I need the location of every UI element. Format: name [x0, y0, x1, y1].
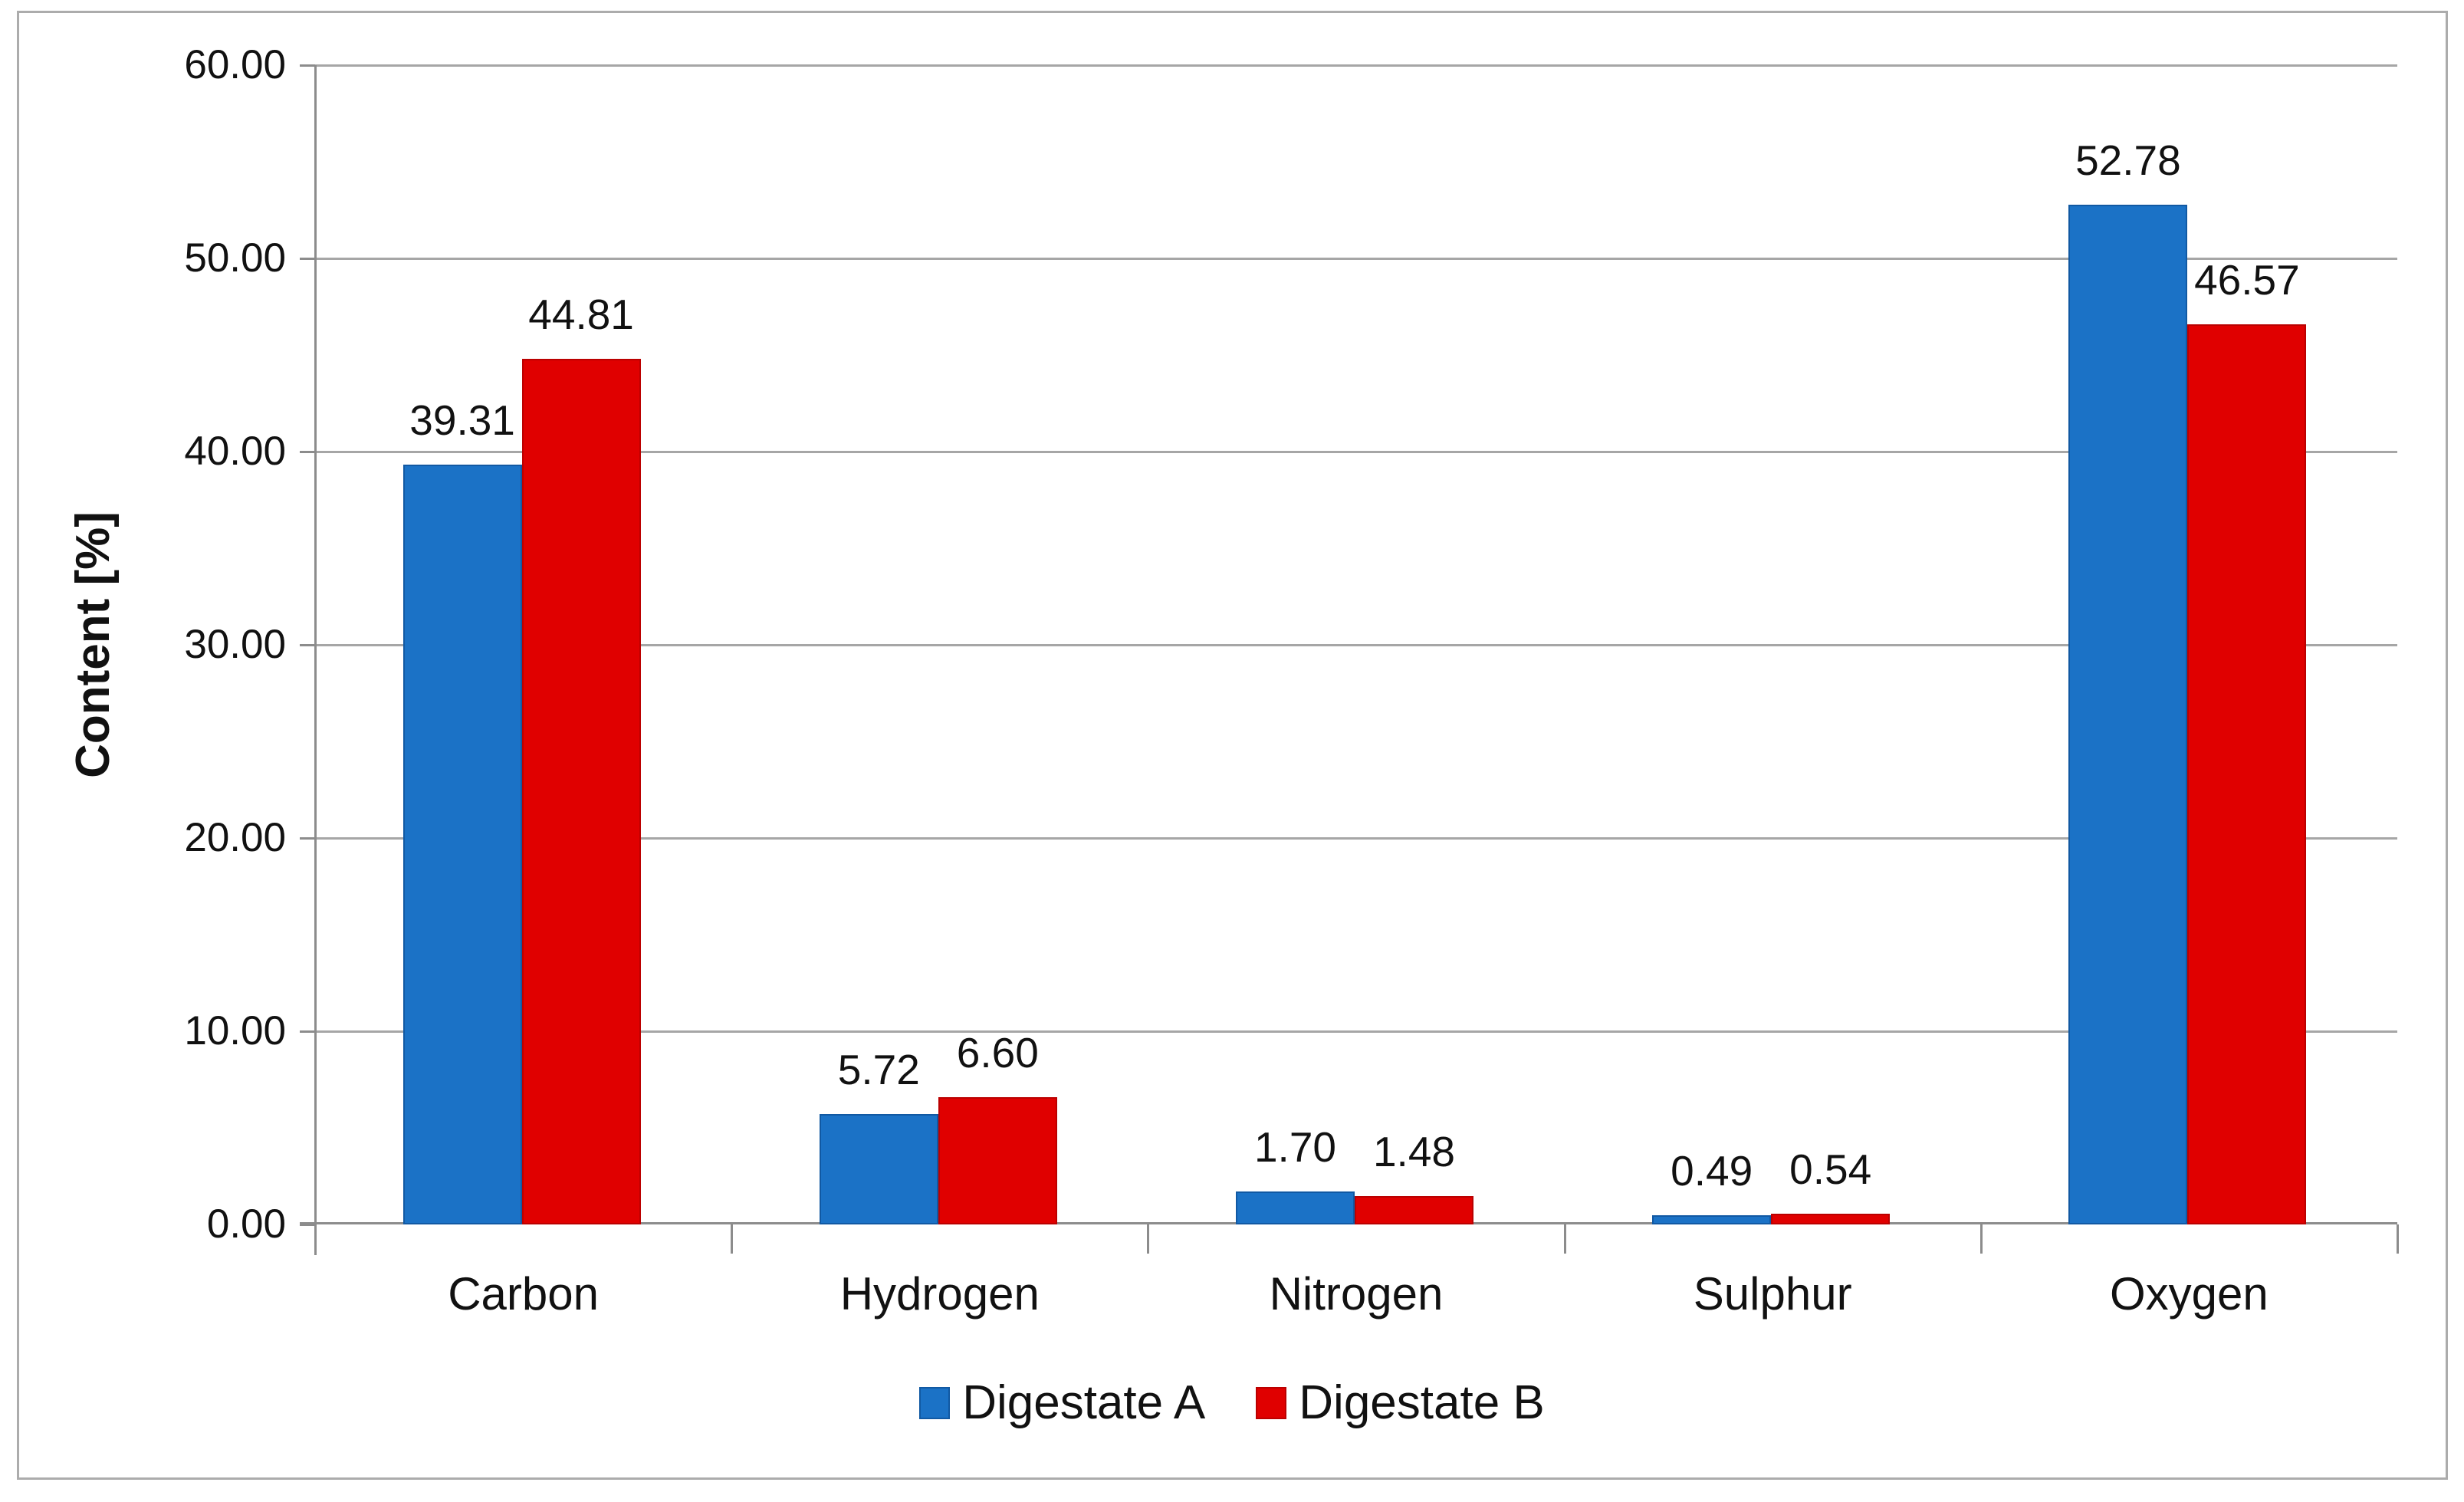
value-label-nitrogen: 1.48 [1372, 1127, 1456, 1175]
value-label-oxygen: 52.78 [2075, 136, 2181, 184]
y-tick-label: 50.00 [184, 235, 286, 281]
category-label-sulphur: Sulphur [1693, 1268, 1852, 1320]
bar-digestate-b-carbon [521, 358, 641, 1224]
y-axis-tick [300, 1224, 315, 1226]
y-axis-tick [300, 258, 315, 260]
category-label-hydrogen: Hydrogen [839, 1268, 1040, 1320]
gridline [315, 1030, 2397, 1033]
value-label-nitrogen: 1.70 [1253, 1123, 1337, 1172]
x-axis-tick [2397, 1224, 2399, 1254]
legend-swatch-digestate-a [919, 1387, 951, 1419]
y-tick-label: 30.00 [184, 622, 286, 667]
x-axis-tick [314, 1224, 317, 1254]
x-axis-tick [1147, 1224, 1150, 1254]
bar-digestate-a-sulphur [1652, 1214, 1772, 1224]
category-label-carbon: Carbon [448, 1268, 599, 1320]
y-axis-tick [300, 1030, 315, 1033]
value-label-sulphur: 0.49 [1671, 1146, 1753, 1195]
legend-swatch-digestate-b [1256, 1387, 1287, 1419]
y-tick-label: 20.00 [184, 815, 286, 860]
y-tick-label: 10.00 [184, 1008, 286, 1053]
value-label-sulphur: 0.54 [1789, 1145, 1872, 1194]
y-axis-tick [300, 837, 315, 840]
bar-digestate-a-nitrogen [1236, 1191, 1355, 1224]
legend-item-digestate-a: Digestate A [919, 1376, 1205, 1430]
gridline [315, 451, 2397, 453]
gridline [315, 644, 2397, 646]
legend: Digestate A Digestate B [0, 1376, 2464, 1430]
y-axis-tick [300, 451, 315, 453]
bar-digestate-b-sulphur [1771, 1214, 1891, 1224]
legend-label-digestate-b: Digestate B [1299, 1376, 1545, 1429]
legend-item-digestate-b: Digestate B [1256, 1376, 1545, 1430]
x-axis-tick [1979, 1224, 1983, 1254]
gridline [315, 258, 2397, 260]
bar-digestate-b-nitrogen [1355, 1195, 1473, 1224]
bar-digestate-b-oxygen [2187, 324, 2307, 1224]
value-label-hydrogen: 6.60 [956, 1028, 1039, 1076]
bar-digestate-b-hydrogen [938, 1096, 1057, 1224]
y-axis-tick [300, 64, 315, 67]
legend-label-digestate-a: Digestate A [962, 1376, 1206, 1429]
x-axis-tick [1563, 1224, 1566, 1254]
bar-digestate-a-carbon [402, 465, 522, 1224]
value-label-hydrogen: 5.72 [837, 1045, 920, 1093]
category-label-nitrogen: Nitrogen [1269, 1268, 1444, 1320]
value-label-oxygen: 46.57 [2194, 256, 2300, 304]
y-tick-label: 0.00 [206, 1201, 286, 1247]
plot-area: 0.00 10.00 20.00 30.00 40.00 50.00 60.00 39.31 4… [184, 42, 2399, 1320]
value-label-carbon: 39.31 [409, 396, 515, 445]
x-axis-tick [731, 1224, 734, 1254]
value-label-carbon: 44.81 [528, 290, 634, 338]
bar-digestate-a-oxygen [2068, 204, 2188, 1224]
y-axis-tick [300, 644, 315, 646]
gridline [315, 64, 2397, 67]
gridline [315, 837, 2397, 840]
y-tick-label: 60.00 [184, 42, 286, 87]
category-label-oxygen: Oxygen [2110, 1268, 2269, 1320]
y-axis-line [314, 65, 317, 1255]
bar-digestate-a-hydrogen [819, 1113, 938, 1224]
y-tick-label: 40.00 [184, 429, 286, 474]
